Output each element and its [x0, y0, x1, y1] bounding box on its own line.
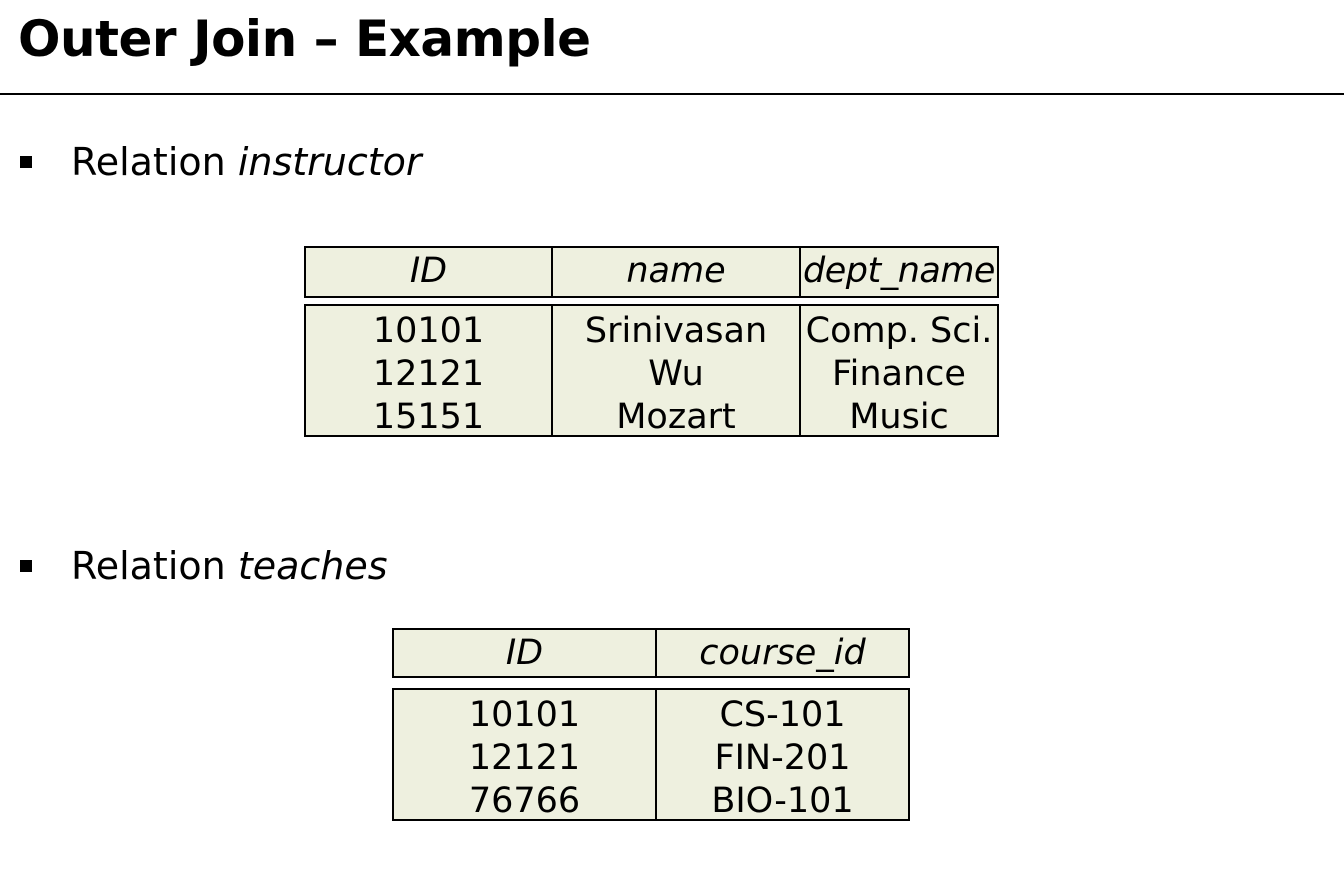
table-header-row: ID course_id: [392, 628, 910, 678]
bullet-teaches: Relation teaches: [0, 543, 900, 593]
bullet-prefix: Relation: [71, 140, 226, 184]
table-cell: Comp. Sci.: [805, 311, 993, 351]
table-cell: 12121: [468, 738, 581, 778]
table-cell: CS-101: [719, 695, 846, 735]
table-cell: 12121: [372, 354, 485, 394]
table-cell: Music: [849, 397, 949, 437]
column-name-values: Srinivasan Wu Mozart: [553, 304, 801, 437]
column-id-values: 10101 12121 15151: [304, 304, 553, 437]
column-dept-name-values: Comp. Sci. Finance Music: [801, 304, 999, 437]
table-header-row: ID name dept_name: [304, 246, 999, 298]
table-cell: 10101: [372, 311, 485, 351]
table-cell: 76766: [468, 781, 581, 821]
table-body: 10101 12121 15151 Srinivasan Wu Mozart C…: [304, 304, 999, 437]
bullet-instructor: Relation instructor: [0, 139, 900, 189]
title-divider: [0, 93, 1344, 95]
square-bullet-icon: [20, 156, 32, 168]
relation-name: teaches: [237, 544, 388, 588]
relation-name: instructor: [237, 140, 422, 184]
table-cell: BIO-101: [711, 781, 854, 821]
table-body: 10101 12121 76766 CS-101 FIN-201 BIO-101: [392, 688, 910, 821]
table-cell: Wu: [648, 354, 704, 394]
page-title: Outer Join – Example: [18, 10, 591, 68]
column-header-name: name: [553, 246, 801, 298]
table-cell: 10101: [468, 695, 581, 735]
column-header-dept-name: dept_name: [801, 246, 999, 298]
table-cell: Mozart: [616, 397, 736, 437]
square-bullet-icon: [20, 560, 32, 572]
bullet-text: Relation instructor: [71, 139, 422, 185]
column-header-id: ID: [304, 246, 553, 298]
bullet-text: Relation teaches: [71, 543, 388, 589]
column-id-values: 10101 12121 76766: [392, 688, 657, 821]
column-header-course-id: course_id: [657, 628, 910, 678]
bullet-prefix: Relation: [71, 544, 226, 588]
column-course-id-values: CS-101 FIN-201 BIO-101: [657, 688, 910, 821]
table-cell: FIN-201: [714, 738, 851, 778]
table-cell: Finance: [832, 354, 966, 394]
table-cell: Srinivasan: [584, 311, 768, 351]
column-header-id: ID: [392, 628, 657, 678]
table-cell: 15151: [372, 397, 485, 437]
